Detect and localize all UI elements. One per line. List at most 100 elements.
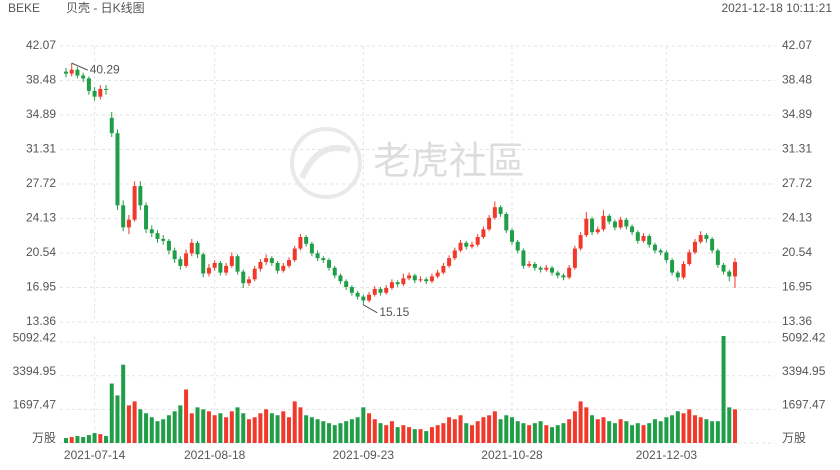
candle-body	[241, 271, 246, 284]
y-tick-label: 24.13	[26, 211, 56, 225]
volume-bar	[349, 419, 354, 443]
volume-bar	[492, 411, 497, 443]
volume-bar	[618, 419, 623, 443]
candle-body	[584, 218, 589, 236]
watermark-logo	[290, 127, 362, 199]
candle-body	[252, 268, 257, 280]
volume-bar	[161, 419, 166, 443]
timestamp: 2021-12-18 10:11:21	[721, 1, 832, 15]
candle-body	[595, 229, 600, 233]
volume-bar	[389, 421, 394, 443]
candle-body	[692, 241, 697, 253]
volume-bar	[572, 411, 577, 443]
y-tick-label: 34.89	[26, 107, 56, 121]
candle-body	[349, 287, 354, 293]
candle-body	[498, 207, 503, 214]
volume-bar	[418, 429, 423, 443]
candle-body	[550, 267, 555, 273]
chart-name: 贝壳 - 日K线图	[66, 1, 145, 15]
candle-body	[469, 244, 474, 247]
volume-bar	[681, 413, 686, 443]
candle-body	[435, 272, 440, 277]
candle-body	[715, 250, 720, 265]
volume-bar	[332, 425, 337, 443]
volume-bar	[475, 421, 480, 443]
volume-bar	[206, 411, 211, 443]
candle-body	[315, 253, 320, 259]
min-annotation: 15.15	[379, 305, 409, 319]
volume-bar	[407, 427, 412, 443]
volume-bar	[401, 425, 406, 443]
y-tick-label-right: 27.72	[782, 176, 812, 190]
candle-body	[452, 250, 457, 259]
volume-bar	[732, 409, 738, 443]
volume-bar	[224, 417, 229, 443]
y-tick-label-right: 31.31	[782, 142, 812, 156]
candle-body	[401, 278, 406, 285]
volume-bar	[635, 423, 640, 443]
candle-body	[166, 240, 171, 251]
volume-bar	[429, 427, 434, 443]
volume-bar	[567, 419, 572, 443]
volume-bar	[132, 401, 137, 443]
candle-body	[601, 215, 606, 230]
volume-tick-label-right: 1697.47	[782, 398, 826, 412]
candle-body	[572, 248, 577, 268]
candle-body	[670, 260, 675, 273]
candle-body	[372, 288, 377, 295]
candle-body	[281, 265, 286, 271]
candle-body	[224, 265, 229, 273]
volume-bar	[281, 411, 286, 443]
volume-bar	[155, 421, 160, 443]
volume-bar	[321, 421, 326, 443]
candle-body	[538, 267, 543, 270]
candle-body	[630, 226, 635, 233]
candle-body	[309, 243, 314, 254]
volume-bar	[309, 417, 314, 443]
y-tick-label: 13.36	[26, 314, 56, 328]
y-tick-label-right: 34.89	[782, 107, 812, 121]
volume-bar	[269, 413, 274, 443]
volume-bar	[384, 425, 389, 443]
candle-body	[424, 279, 429, 282]
symbol: BEKE	[8, 1, 40, 15]
candle-body	[532, 263, 537, 268]
volume-bar	[184, 389, 189, 443]
volume-bar	[172, 411, 177, 443]
volume-bar	[372, 419, 377, 443]
volume-bar	[692, 415, 697, 443]
watermark: 老虎社區	[373, 141, 525, 183]
volume-bar	[509, 417, 515, 443]
candle-body	[624, 219, 629, 227]
volume-bar	[229, 411, 234, 443]
y-tick-label: 38.48	[26, 73, 56, 87]
candle-body	[121, 205, 126, 228]
candle-body	[664, 252, 669, 261]
candle-body	[184, 253, 189, 266]
candle-body	[441, 265, 446, 273]
y-tick-label-right: 20.54	[782, 245, 812, 259]
candle-body	[578, 235, 583, 249]
candle-body	[658, 250, 663, 253]
volume-bar	[687, 409, 692, 443]
x-tick-label: 2021-10-28	[481, 448, 543, 462]
volume-bar	[115, 395, 120, 443]
x-tick-label: 2021-09-23	[333, 448, 395, 462]
candle-body	[475, 237, 480, 245]
volume-bar	[81, 437, 86, 443]
volume-bar	[607, 421, 612, 443]
volume-bar	[126, 405, 131, 443]
candle-body	[235, 256, 240, 272]
candle-body	[618, 219, 623, 228]
candle-body	[92, 90, 97, 97]
volume-bar	[452, 419, 457, 443]
volume-bar	[361, 407, 366, 443]
candle-body	[298, 237, 303, 249]
volume-bar	[298, 407, 303, 443]
candle-body	[727, 271, 732, 277]
volume-bar	[555, 425, 560, 443]
x-tick-label: 2021-07-14	[64, 448, 126, 462]
candle-body	[292, 248, 297, 261]
volume-bar	[670, 415, 675, 443]
